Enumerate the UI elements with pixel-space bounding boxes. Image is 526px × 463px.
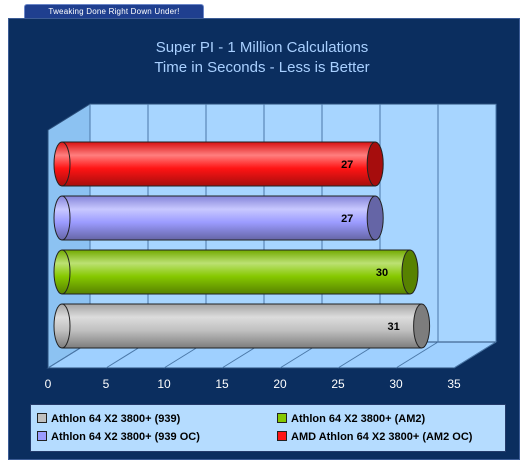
bar-end-cap xyxy=(366,141,384,187)
x-tick-label: 20 xyxy=(273,377,287,391)
chart-title: Super PI - 1 Million Calculations xyxy=(156,39,369,56)
bar-body xyxy=(61,141,376,187)
gridline-floor xyxy=(453,341,497,369)
bar-body xyxy=(61,249,411,295)
legend-label-939-oc: Athlon 64 X2 3800+ (939 OC) xyxy=(51,431,200,443)
legend-swatch-939-oc xyxy=(37,431,47,441)
bar-start-cap xyxy=(53,303,71,349)
legend-label-am2-oc: AMD Athlon 64 X2 3800+ (AM2 OC) xyxy=(291,431,473,443)
legend-item-939-oc: Athlon 64 X2 3800+ (939 OC) xyxy=(37,429,200,445)
legend-label-am2: Athlon 64 X2 3800+ (AM2) xyxy=(291,413,426,425)
legend-label-939: Athlon 64 X2 3800+ (939) xyxy=(51,413,181,425)
bar-value-label: 30 xyxy=(376,267,388,279)
x-tick-label: 10 xyxy=(157,377,171,391)
chart-legend: Athlon 64 X2 3800+ (939) Athlon 64 X2 38… xyxy=(30,404,506,452)
chart-subtitle: Time in Seconds - Less is Better xyxy=(154,59,369,76)
bar-end-cap xyxy=(401,249,419,295)
legend-item-939: Athlon 64 X2 3800+ (939) xyxy=(37,411,180,427)
plot-area: 0 5 10 15 20 25 30 35 27 27 30 31 xyxy=(45,103,498,391)
bar-value-label: 31 xyxy=(387,321,399,333)
bar-end-cap xyxy=(413,303,431,349)
bar-value-label: 27 xyxy=(341,159,353,171)
x-tick-label: 5 xyxy=(103,377,110,391)
x-tick-label: 25 xyxy=(331,377,345,391)
bar-end-cap xyxy=(366,195,384,241)
x-tick-label: 0 xyxy=(45,377,52,391)
site-banner-tab: Tweaking Done Right Down Under! xyxy=(24,4,204,19)
bar-start-cap xyxy=(53,195,71,241)
legend-item-am2-oc: AMD Athlon 64 X2 3800+ (AM2 OC) xyxy=(277,429,472,445)
legend-item-am2: Athlon 64 X2 3800+ (AM2) xyxy=(277,411,425,427)
legend-swatch-939 xyxy=(37,413,47,423)
gridline-floor xyxy=(395,341,439,369)
bar-start-cap xyxy=(53,141,71,187)
x-tick-label: 15 xyxy=(215,377,229,391)
legend-swatch-am2 xyxy=(277,413,287,423)
x-tick-label: 30 xyxy=(389,377,403,391)
bar-body xyxy=(61,195,376,241)
legend-swatch-am2-oc xyxy=(277,431,287,441)
x-tick-label: 35 xyxy=(447,377,461,391)
bar-start-cap xyxy=(53,249,71,295)
bar-value-label: 27 xyxy=(341,213,353,225)
bar-body xyxy=(61,303,423,349)
